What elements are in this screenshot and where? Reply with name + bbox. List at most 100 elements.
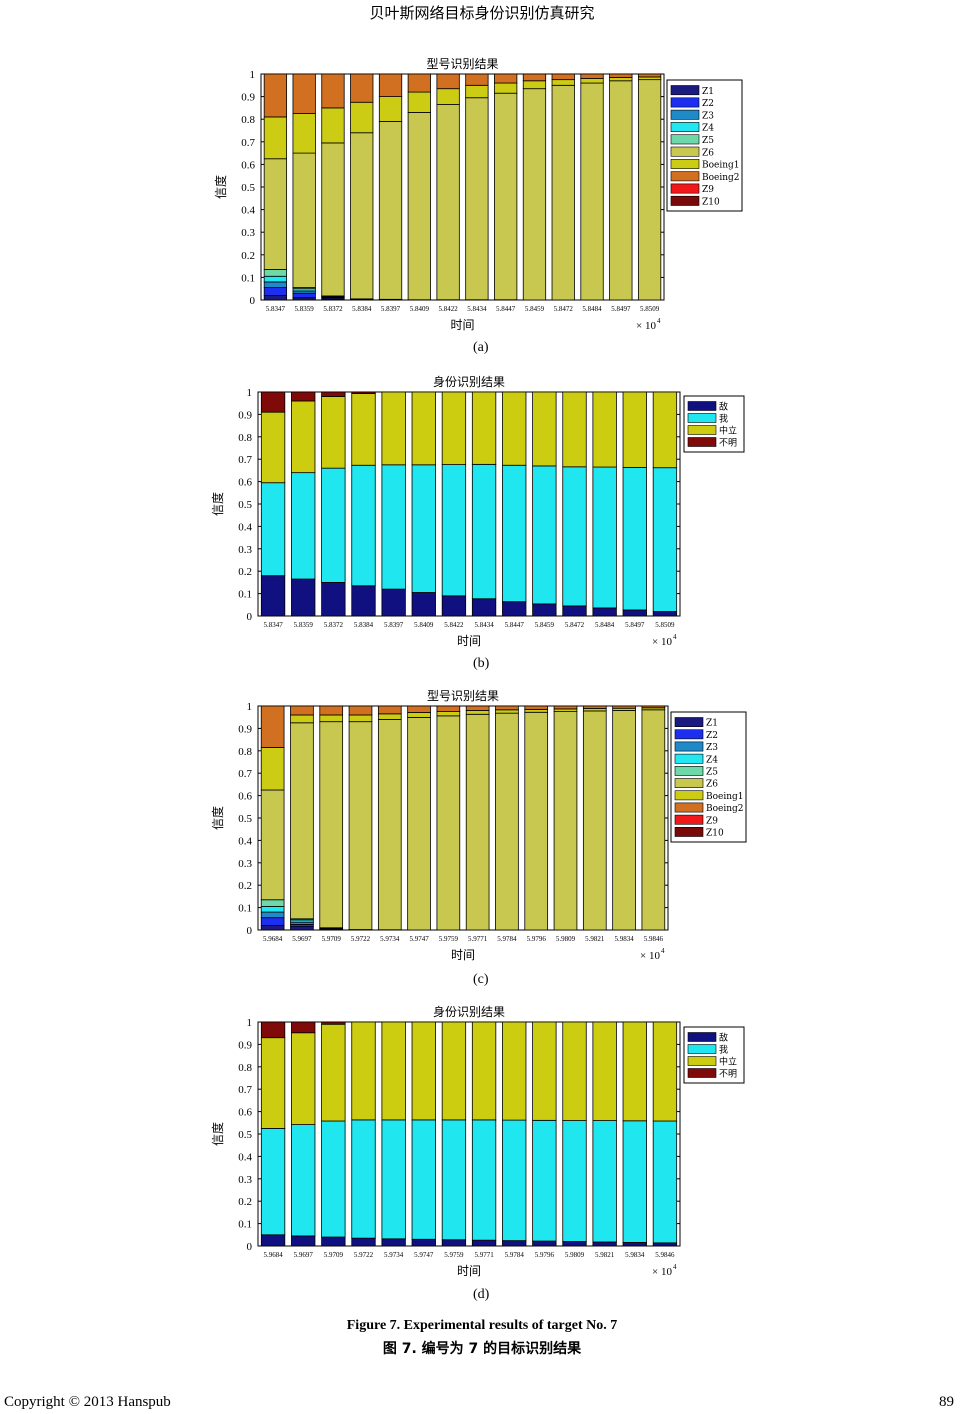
- bar-segment: [260, 1234, 286, 1247]
- bar-segment: [612, 710, 636, 931]
- bar-segment: [260, 747, 285, 791]
- legend-label: Z10: [706, 829, 724, 839]
- y-tick-label: 0.4: [238, 835, 252, 847]
- bar-segment: [522, 80, 547, 90]
- bar-segment: [441, 595, 467, 617]
- x-tick-label: 5.8484: [582, 305, 602, 313]
- bar-segment: [290, 722, 314, 920]
- x-tick-label: 5.8497: [611, 305, 631, 313]
- bar-segment: [291, 391, 316, 402]
- x-tick-label: 5.9809: [556, 935, 576, 943]
- bar-segment: [553, 711, 578, 931]
- bar-segment: [321, 391, 346, 397]
- footer-page-number: 89: [939, 1394, 954, 1410]
- legend-label: 不明: [719, 438, 737, 449]
- legend-label: Z5: [702, 136, 714, 146]
- chart-panel-b: 身份识别结果 0 0.1 0.2 0.3 0.4 0.5 0.6 0.7 0.8 0.9 1 信度 5.8…: [0, 370, 964, 671]
- legend-swatch: [674, 766, 704, 776]
- bar-segment: [263, 295, 288, 301]
- bar-segment: [532, 465, 557, 605]
- bar-segment: [407, 112, 431, 301]
- bar-segment: [471, 1021, 497, 1121]
- legend-label: Boeing2: [702, 173, 740, 183]
- legend-swatch: [670, 171, 700, 182]
- bar-segment: [580, 82, 604, 301]
- x-axis-multiplier-exponent: 4: [661, 947, 665, 955]
- legend-swatch: [670, 109, 700, 120]
- bar-segment: [562, 466, 587, 607]
- bar-segment: [532, 1240, 557, 1247]
- bar-segment: [436, 711, 461, 717]
- x-tick-label: 5.8409: [410, 305, 430, 313]
- bar-segment: [652, 1021, 678, 1122]
- bar-segment: [592, 1120, 617, 1243]
- bar-segment: [551, 84, 575, 301]
- bar-segment: [522, 73, 547, 82]
- y-tick-label: 1: [247, 1017, 253, 1029]
- y-tick-label: 0: [247, 925, 253, 937]
- bar-segment: [292, 152, 316, 288]
- chart-title: 型号识别结果: [426, 57, 498, 71]
- x-axis-multiplier: × 10: [640, 950, 660, 962]
- legend-label: Z9: [706, 816, 718, 826]
- x-tick-label: 5.9784: [497, 935, 517, 943]
- y-tick-label: 0.9: [238, 409, 252, 421]
- y-tick-label: 0.3: [238, 858, 252, 870]
- bar-segment: [441, 1021, 467, 1121]
- x-tick-label: 5.9684: [263, 1251, 283, 1259]
- bar-segment: [532, 1021, 557, 1121]
- bar-segment: [260, 391, 286, 413]
- bar-segment: [291, 400, 316, 474]
- bar-segment: [348, 721, 373, 930]
- bar-segment: [652, 611, 678, 617]
- bar-segment: [622, 609, 647, 617]
- bar-segment: [407, 712, 431, 718]
- legend-label: Boeing2: [706, 804, 744, 814]
- bar-segment: [502, 1240, 527, 1247]
- bar-segment: [348, 705, 373, 716]
- x-axis-multiplier-exponent: 4: [673, 1263, 677, 1271]
- y-tick-label: 0.2: [238, 566, 252, 578]
- bar-segment: [609, 76, 633, 82]
- bar-segment: [612, 705, 636, 709]
- x-axis-label: 时间: [457, 634, 481, 648]
- legend-swatch: [670, 159, 700, 169]
- y-tick-label: 0: [247, 1241, 253, 1253]
- y-tick-label: 0.8: [238, 1062, 252, 1074]
- x-tick-label: 5.8372: [324, 621, 344, 629]
- x-axis-multiplier: × 10: [652, 1266, 672, 1278]
- legend-label: Boeing1: [706, 792, 744, 802]
- x-tick-label: 5.9722: [354, 1251, 374, 1259]
- x-tick-label: 5.9834: [625, 1251, 645, 1259]
- legend-label: Z9: [702, 185, 714, 195]
- bar-segment: [553, 705, 578, 710]
- y-tick-label: 0.8: [238, 746, 252, 758]
- bar-segment: [436, 705, 461, 712]
- chart-svg: 身份识别结果 0 0.1 0.2 0.3 0.4 0.5 0.6 0.7 0.8 0.9 1 信度 5.9…: [210, 1004, 745, 1278]
- x-tick-label: 5.9821: [595, 1251, 615, 1259]
- bar-segment: [291, 578, 316, 617]
- chart-svg: 型号识别结果 0 0.1 0.2 0.3 0.4 0.5 0.6 0.7 0.8 0.9 1 信度 5.9…: [210, 689, 747, 962]
- x-tick-label: 5.9709: [324, 1251, 344, 1259]
- bar-segment: [524, 711, 549, 931]
- x-tick-label: 5.8372: [323, 305, 343, 313]
- bar-segment: [290, 705, 314, 716]
- bar-segment: [622, 467, 647, 611]
- bar-segment: [494, 92, 518, 301]
- bar-segment: [321, 1236, 346, 1247]
- y-axis-label: 信度: [213, 175, 228, 199]
- bar-segment: [291, 1021, 316, 1034]
- bar-segment: [260, 575, 286, 617]
- y-tick-label: 1: [247, 387, 253, 399]
- bar-segment: [321, 107, 345, 144]
- bar-segment: [319, 721, 344, 929]
- x-tick-label: 5.8447: [505, 621, 525, 629]
- legend-swatch: [687, 425, 717, 435]
- bar-segment: [562, 1241, 587, 1247]
- y-tick-label: 0.6: [241, 159, 255, 171]
- bar-segment: [471, 463, 497, 600]
- bar-segment: [471, 1119, 497, 1241]
- bar-segment: [351, 1119, 376, 1239]
- legend-label: Z10: [702, 198, 720, 208]
- bar-segment: [436, 715, 461, 931]
